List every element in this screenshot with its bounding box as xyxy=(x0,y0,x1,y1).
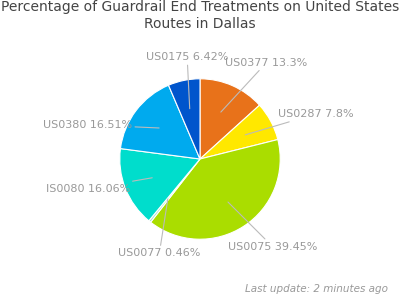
Text: Last update: 2 minutes ago: Last update: 2 minutes ago xyxy=(245,284,388,294)
Text: US0077 0.46%: US0077 0.46% xyxy=(118,199,200,258)
Wedge shape xyxy=(149,159,200,222)
Text: US0380 16.51%: US0380 16.51% xyxy=(43,120,159,130)
Wedge shape xyxy=(200,79,260,159)
Wedge shape xyxy=(151,140,280,239)
Text: US0075 39.45%: US0075 39.45% xyxy=(228,202,318,252)
Title: Percentage of Guardrail End Treatments on United States
Routes in Dallas: Percentage of Guardrail End Treatments o… xyxy=(1,1,399,31)
Wedge shape xyxy=(168,79,200,159)
Text: US0287 7.8%: US0287 7.8% xyxy=(245,109,353,135)
Wedge shape xyxy=(200,105,278,159)
Wedge shape xyxy=(120,148,200,221)
Text: US0175 6.42%: US0175 6.42% xyxy=(146,52,228,109)
Text: US0377 13.3%: US0377 13.3% xyxy=(221,58,308,112)
Text: IS0080 16.06%: IS0080 16.06% xyxy=(46,178,152,194)
Wedge shape xyxy=(120,85,200,159)
